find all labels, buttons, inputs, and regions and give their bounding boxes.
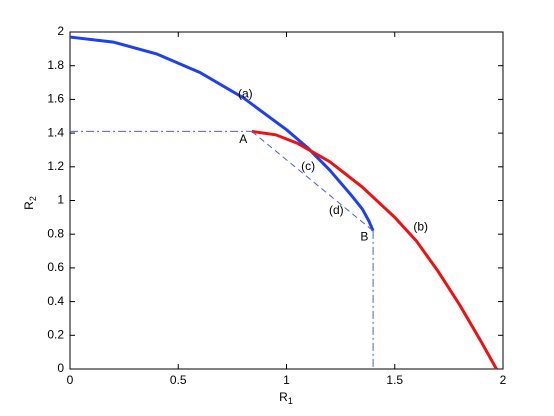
y-tick-label: 1.2 [47, 159, 64, 173]
x-tick-label: 0 [67, 373, 74, 387]
annotation: (b) [413, 220, 428, 234]
y-tick-label: 1 [57, 193, 64, 207]
plot-area [69, 31, 504, 370]
x-label-sub: 1 [288, 396, 293, 406]
annotation: A [239, 132, 247, 146]
y-tick-label: 1.8 [47, 58, 64, 72]
x-tick-label: 2 [500, 373, 507, 387]
series-line [251, 129, 498, 370]
x-label-main: R [279, 390, 288, 404]
y-label-sub: 2 [28, 196, 38, 201]
y-tick-label: 1.4 [47, 125, 64, 139]
annotation: (c) [301, 159, 315, 173]
x-tick-label: 1.5 [386, 373, 403, 387]
x-tick-label: 1 [283, 373, 290, 387]
series-line [251, 131, 374, 232]
x-tick-label: 0.5 [170, 373, 187, 387]
x-axis-label: R1 [279, 390, 293, 406]
y-tick-label: 0.4 [47, 294, 64, 308]
y-tick-label: 2 [57, 24, 64, 38]
y-tick-label: 0.8 [47, 226, 64, 240]
y-tick-label: 1.6 [47, 92, 64, 106]
y-axis-label: R2 [22, 196, 38, 210]
y-tick-label: 0 [57, 361, 64, 375]
annotation: (a) [238, 87, 253, 101]
y-label-main: R [22, 201, 36, 210]
annotation: (d) [329, 203, 344, 217]
y-tick-label: 0.6 [47, 260, 64, 274]
annotation: B [360, 230, 368, 244]
series-line [69, 35, 375, 232]
y-tick-label: 0.2 [47, 327, 64, 341]
